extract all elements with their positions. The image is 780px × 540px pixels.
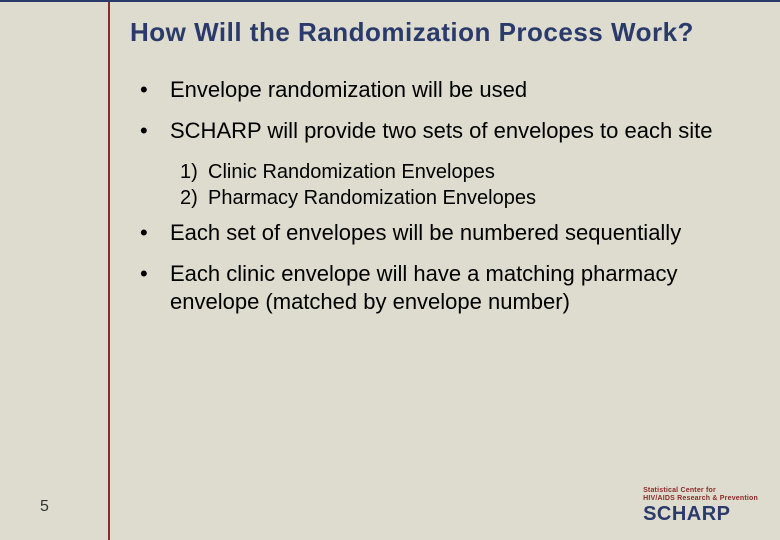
sub-marker: 2) [180, 185, 208, 211]
sub-item: 2) Pharmacy Randomization Envelopes [180, 185, 760, 211]
sub-item: 1) Clinic Randomization Envelopes [180, 159, 760, 185]
slide-number: 5 [40, 498, 49, 516]
bullet-text: Envelope randomization will be used [170, 76, 760, 104]
bullet-marker: • [140, 76, 170, 104]
logo: Statistical Center for HIV/AIDS Research… [643, 487, 758, 526]
bullet-item: • Each set of envelopes will be numbered… [140, 219, 760, 247]
slide: How Will the Randomization Process Work?… [0, 0, 780, 540]
bullet-item: • SCHARP will provide two sets of envelo… [140, 117, 760, 145]
bullet-item: • Each clinic envelope will have a match… [140, 260, 760, 315]
logo-tagline-2: HIV/AIDS Research & Prevention [643, 495, 758, 502]
bullet-list: • Envelope randomization will be used • … [130, 76, 760, 145]
sub-text: Clinic Randomization Envelopes [208, 159, 495, 185]
bullet-item: • Envelope randomization will be used [140, 76, 760, 104]
bullet-marker: • [140, 260, 170, 315]
slide-title: How Will the Randomization Process Work? [130, 18, 760, 48]
sub-list: 1) Clinic Randomization Envelopes 2) Pha… [130, 159, 760, 211]
bullet-marker: • [140, 219, 170, 247]
bullet-list: • Each set of envelopes will be numbered… [130, 219, 760, 316]
left-sidebar [0, 2, 110, 540]
logo-tagline-1: Statistical Center for [643, 487, 758, 494]
bullet-text: Each clinic envelope will have a matchin… [170, 260, 760, 315]
content-area: How Will the Randomization Process Work?… [130, 18, 760, 329]
bullet-marker: • [140, 117, 170, 145]
sub-text: Pharmacy Randomization Envelopes [208, 185, 536, 211]
bullet-text: SCHARP will provide two sets of envelope… [170, 117, 760, 145]
logo-brand: SCHARP [643, 503, 758, 526]
sub-marker: 1) [180, 159, 208, 185]
bullet-text: Each set of envelopes will be numbered s… [170, 219, 760, 247]
